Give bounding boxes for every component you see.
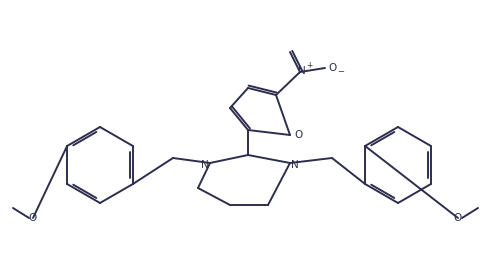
Text: O: O <box>29 213 37 223</box>
Text: N: N <box>291 160 299 170</box>
Text: N: N <box>201 160 209 170</box>
Text: −: − <box>337 68 345 76</box>
Text: N: N <box>298 66 306 76</box>
Text: +: + <box>306 61 312 69</box>
Text: O: O <box>329 63 337 73</box>
Text: O: O <box>454 213 462 223</box>
Text: O: O <box>295 130 303 140</box>
